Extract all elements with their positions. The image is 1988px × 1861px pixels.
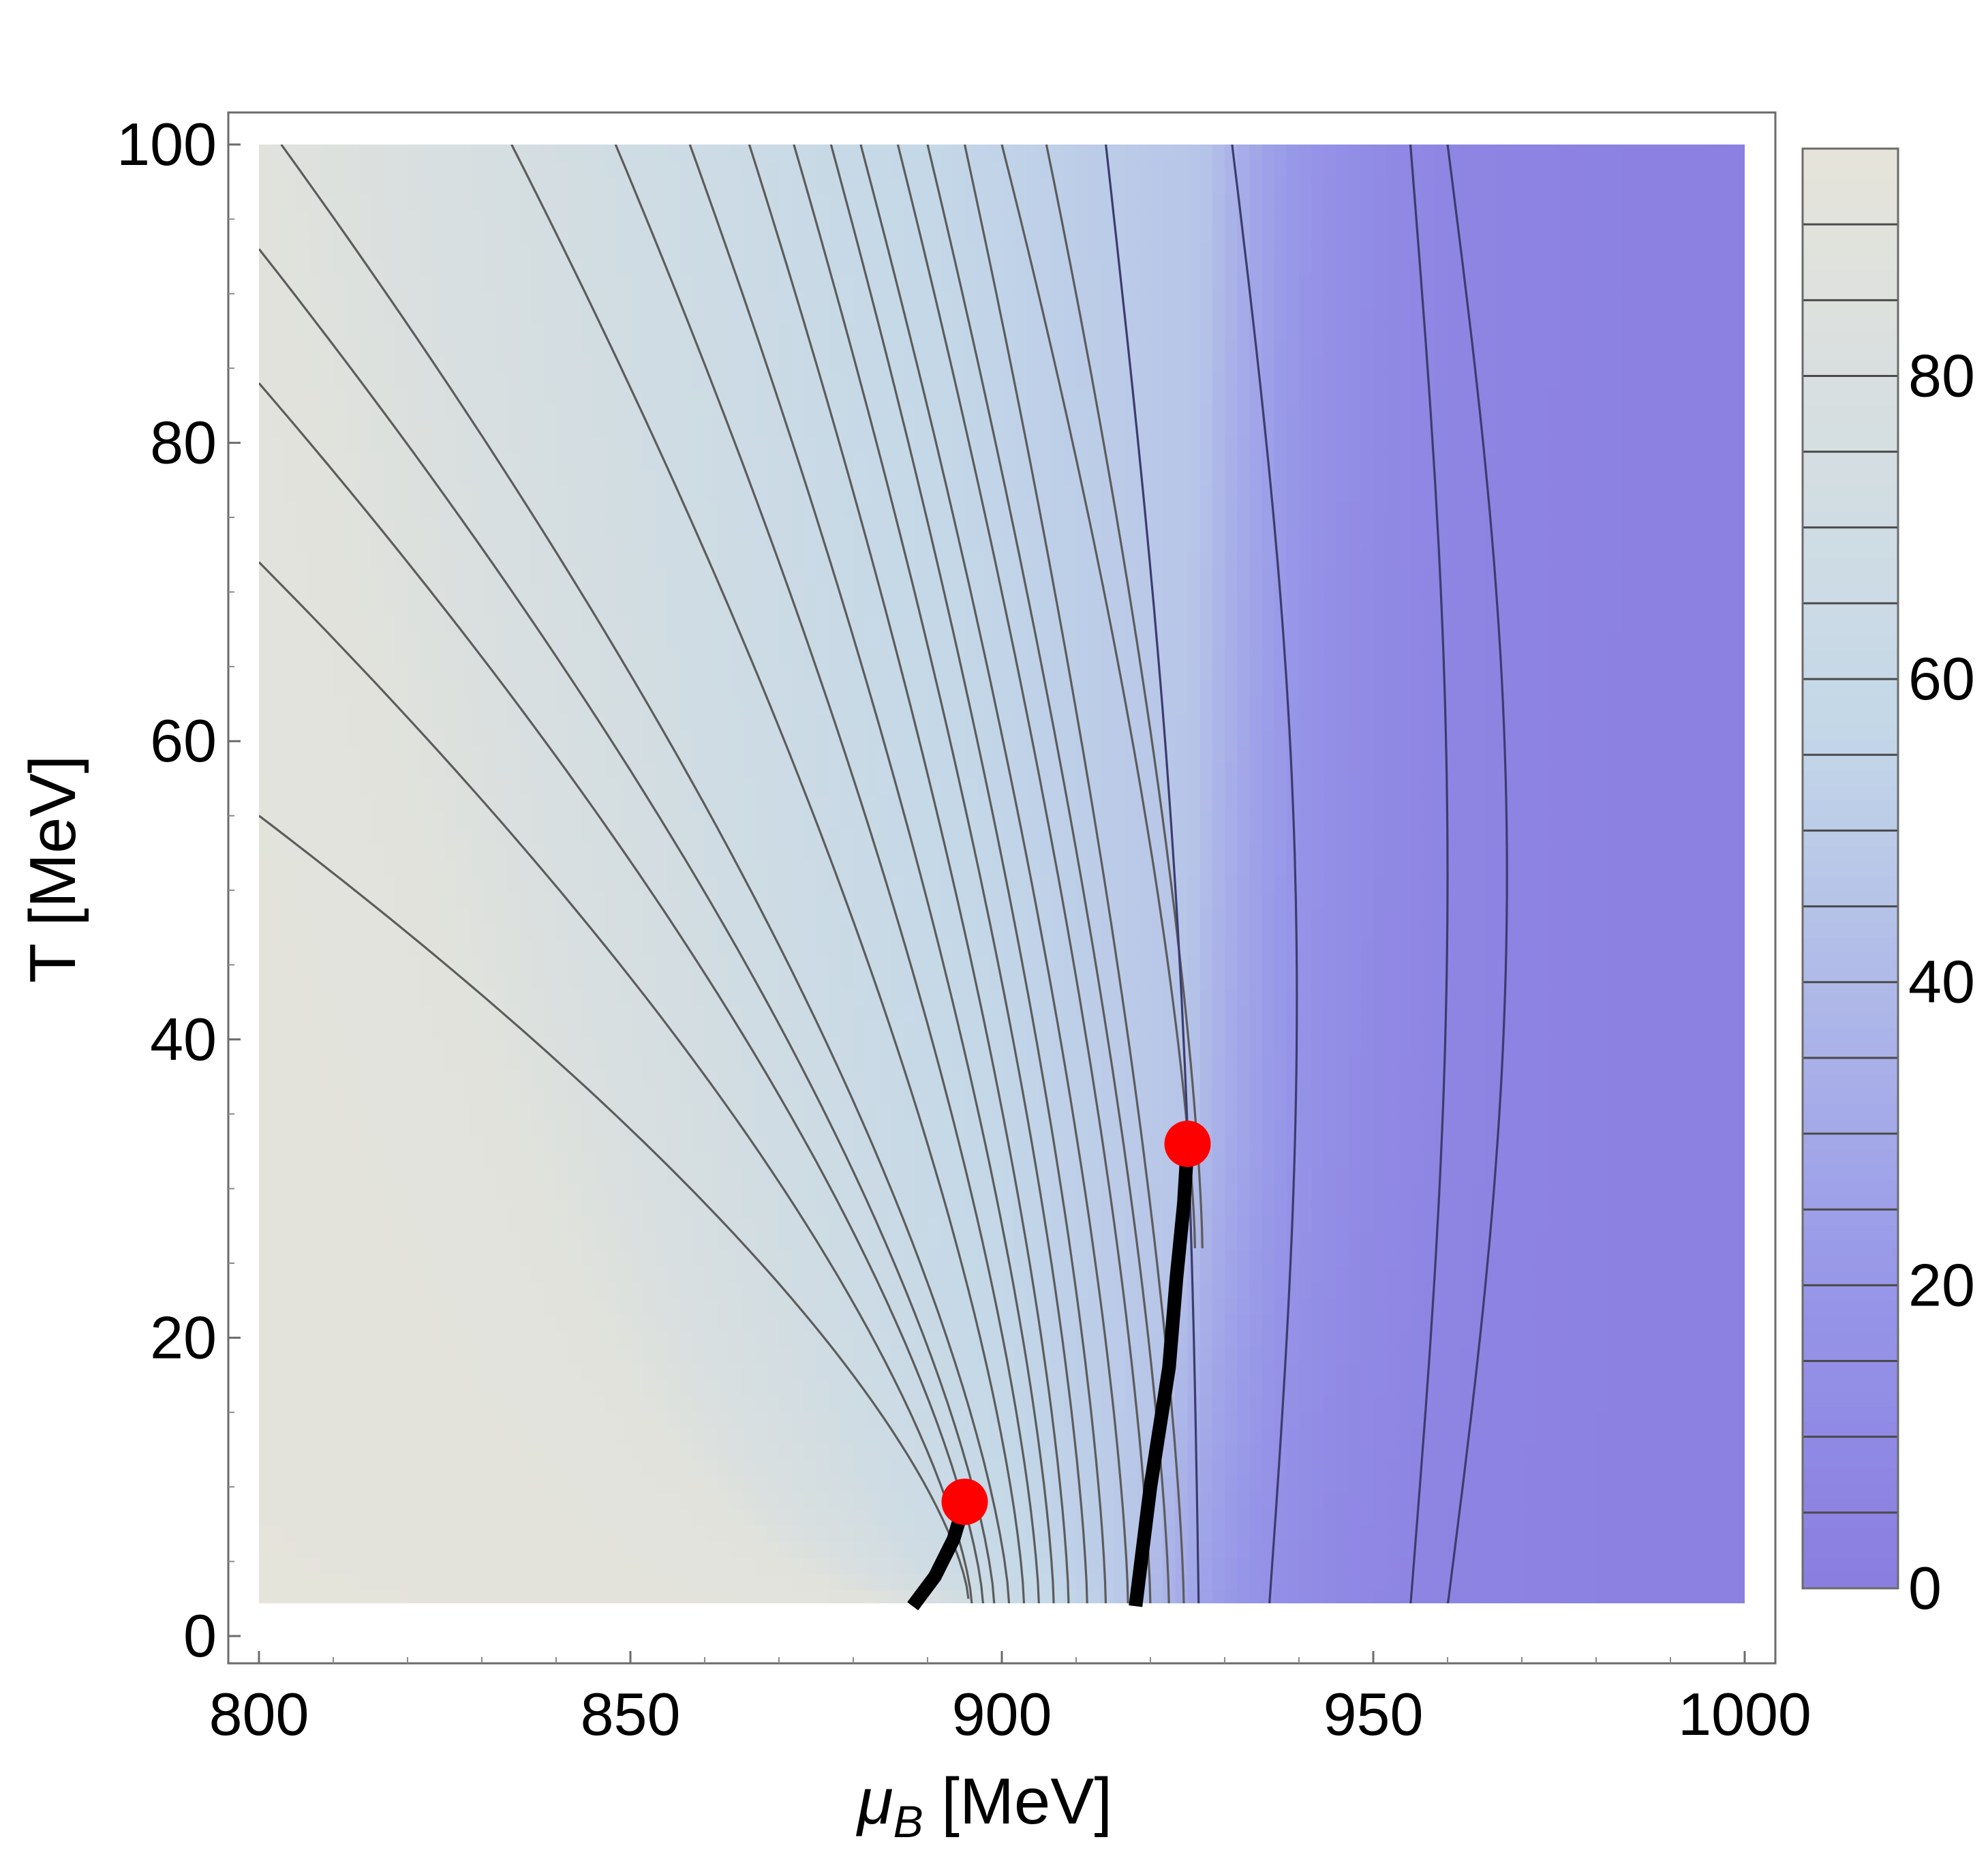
contour-line bbox=[688, 145, 1055, 1603]
contour-line bbox=[1409, 145, 1449, 1603]
colorbar-tick-label: 60 bbox=[1908, 645, 1975, 712]
colorbar-tick-label: 0 bbox=[1908, 1554, 1942, 1622]
contour-line bbox=[793, 145, 1088, 1603]
contour-line bbox=[510, 145, 1026, 1603]
y-tick-label: 60 bbox=[150, 707, 217, 774]
contour-line bbox=[926, 145, 1170, 1603]
contour-line bbox=[1000, 145, 1196, 1249]
colorbar: 0 20 40 60 80 bbox=[1801, 147, 1975, 1622]
x-tick-label: 1000 bbox=[1678, 1680, 1811, 1748]
contour-line bbox=[614, 145, 1040, 1603]
contour-line bbox=[896, 145, 1152, 1603]
contour-line bbox=[259, 248, 996, 1603]
y-tick-label: 0 bbox=[183, 1602, 217, 1669]
critical-point bbox=[1164, 1120, 1211, 1167]
y-tick-label: 40 bbox=[150, 1005, 217, 1073]
x-tick-label: 850 bbox=[581, 1680, 681, 1748]
contour-line bbox=[829, 145, 1107, 1603]
colorbar-border bbox=[1801, 147, 1899, 1590]
x-tick-label: 950 bbox=[1324, 1680, 1424, 1748]
contour-line bbox=[859, 145, 1129, 1603]
critical-point bbox=[941, 1479, 988, 1526]
contour-line bbox=[1105, 145, 1200, 1603]
y-axis: 0 20 40 60 80 100 bbox=[117, 110, 241, 1669]
contour-line bbox=[259, 815, 970, 1599]
contour-line bbox=[259, 561, 973, 1603]
first-order-line bbox=[1129, 1143, 1195, 1607]
contour-line bbox=[259, 382, 985, 1603]
x-axis: 800 850 900 950 1000 bbox=[209, 1651, 1811, 1748]
contour-layer bbox=[259, 145, 1745, 1603]
x-tick-label: 900 bbox=[952, 1680, 1052, 1748]
contour-line bbox=[280, 145, 1011, 1603]
y-tick-label: 20 bbox=[150, 1303, 217, 1371]
contour-line bbox=[1045, 145, 1204, 1249]
y-tick-label: 100 bbox=[117, 110, 217, 178]
x-tick-label: 800 bbox=[209, 1680, 309, 1748]
colorbar-tick-label: 80 bbox=[1908, 342, 1975, 409]
y-tick-label: 80 bbox=[150, 409, 217, 476]
y-axis-title: T [MeV] bbox=[16, 755, 89, 983]
x-axis-title: μB [MeV] bbox=[855, 1765, 1112, 1847]
colorbar-tick-label: 20 bbox=[1908, 1251, 1975, 1318]
contour-line bbox=[1446, 145, 1508, 1603]
contour-line bbox=[748, 145, 1070, 1603]
contour-line bbox=[1231, 145, 1298, 1603]
critical-points bbox=[941, 1120, 1211, 1526]
colorbar-tick-label: 40 bbox=[1908, 948, 1975, 1016]
